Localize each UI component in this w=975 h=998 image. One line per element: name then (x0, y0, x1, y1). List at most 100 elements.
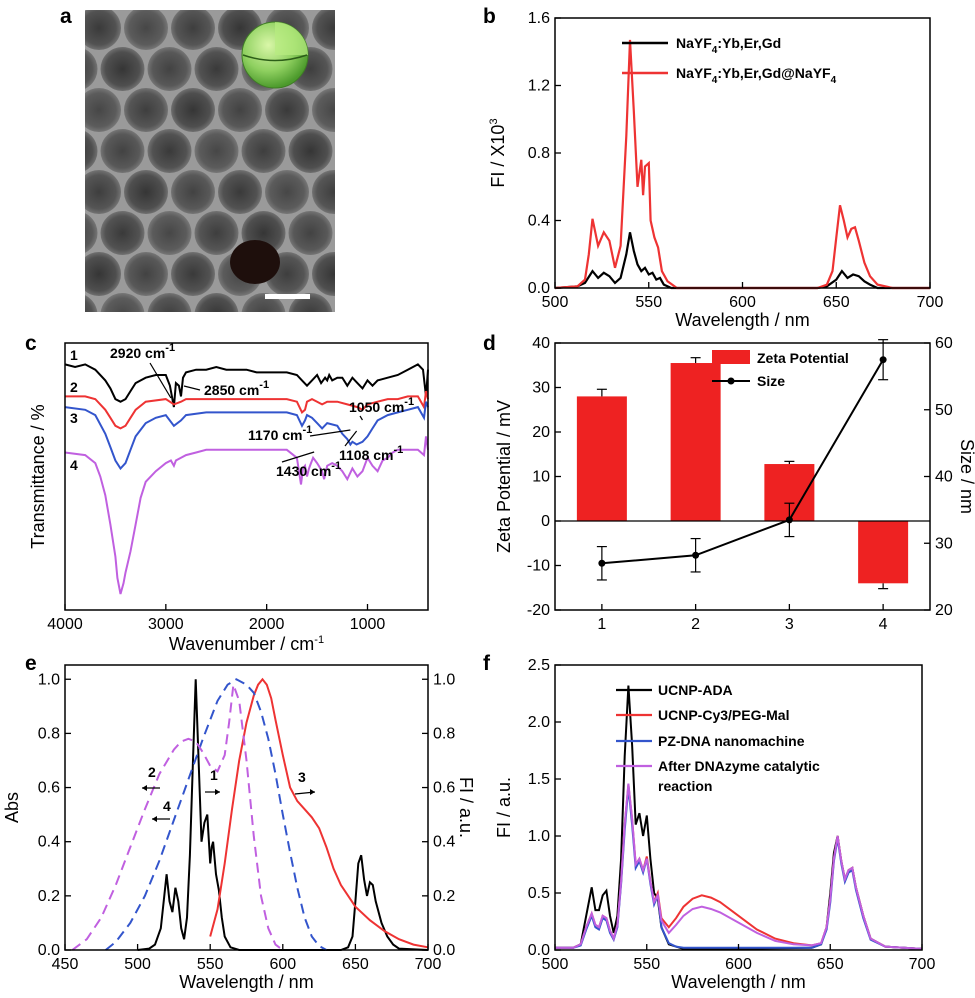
tem-particles (30, 0, 427, 337)
panel-label-a: a (60, 5, 72, 28)
d-ytick-label-1: -10 (527, 558, 550, 575)
e-xtick-label-3: 600 (269, 956, 296, 973)
tem-particle (171, 252, 215, 296)
d-size-point-0 (598, 559, 606, 567)
panel-label-e: e (25, 652, 37, 675)
tem-particle (312, 252, 335, 296)
f-ytick-label-5: 2.5 (528, 657, 550, 674)
d-ytick-label-3: 10 (532, 469, 550, 486)
b-legend-label-0: NaYF4:Yb,Er,Gd (676, 35, 781, 56)
c-curve-label-3: 4 (70, 457, 78, 473)
f-xtick-label-0: 500 (542, 956, 569, 973)
c-xtick-label-1: 3000 (148, 616, 184, 633)
tem-particle (288, 129, 333, 173)
f-series-line-0 (555, 685, 923, 950)
tem-particle (194, 47, 239, 91)
tem-particle (265, 170, 309, 214)
c-xlabel: Wavenumber / cm-1 (169, 634, 324, 654)
c-xtick-label-0: 4000 (47, 616, 83, 633)
tem-dark-particle (230, 240, 280, 284)
c-annotation-5-main: 1430 cm (276, 463, 331, 479)
c-curve-label-2: 3 (70, 410, 78, 426)
e-curve-arrowhead-2 (310, 789, 315, 795)
b-xlabel: Wavelength / nm (675, 310, 809, 330)
c-annotation-0-main: 2920 cm (110, 345, 165, 361)
tem-particle (85, 252, 121, 296)
c-series-line-3 (64, 436, 429, 595)
c-series-line-0 (64, 363, 429, 408)
b-ytick-label-0: 0.0 (528, 280, 550, 297)
tem-particle (30, 88, 74, 132)
tem-particle (100, 129, 145, 173)
tem-particle (312, 170, 335, 214)
e-plot-frame (64, 664, 429, 951)
tem-particle (359, 88, 403, 132)
tem-particle (171, 88, 215, 132)
c-annotation-3-main: 1170 cm (248, 427, 303, 443)
b-legend-label-1-part-2: :Yb,Er,Gd@NaYF (717, 65, 831, 81)
f-legend-label-3: After DNAzyme catalytic reaction (658, 758, 820, 794)
tem-particle (336, 129, 380, 173)
c-annotation-4: 1108 cm-1 (339, 444, 403, 463)
b-legend-label-0-part-0: NaYF (676, 35, 712, 51)
c-annotation-2-main: 1050 cm (349, 399, 404, 415)
c-annotation-4-main: 1108 cm (339, 447, 394, 463)
tem-particle (194, 211, 239, 255)
tem-particle (171, 10, 215, 50)
tem-particle (383, 293, 427, 337)
e-ytick-r-label-4: 0.8 (433, 725, 455, 742)
c-annotation-2: 1050 cm-1 (349, 396, 414, 415)
e-series-line-2 (105, 678, 327, 951)
d-xtick-label-3: 4 (879, 616, 888, 633)
tem-particle (147, 211, 192, 255)
tem-particle (100, 211, 145, 255)
tem-particle (359, 252, 403, 296)
d-ytick-r-label-0: 20 (935, 602, 953, 619)
tem-particle (242, 0, 286, 9)
tem-particle (124, 170, 168, 214)
d-ylabel-left: Zeta Potential / mV (494, 400, 514, 553)
d-ytick-r-label-1: 30 (935, 535, 953, 552)
c-annotation-0-sup: -1 (165, 342, 175, 354)
tem-particle (147, 293, 192, 312)
e-ylabel-right: FI / a.u. (456, 777, 476, 838)
f-legend-label-3-line-1: After DNAzyme catalytic (658, 758, 820, 774)
tem-particle (265, 88, 309, 132)
b-ytick-label-4: 1.6 (528, 10, 550, 27)
c-xlabel-main: Wavenumber / cm (169, 634, 314, 654)
c-annotation-arrow-5 (281, 451, 315, 463)
sphere-inset-icon (241, 21, 309, 89)
c-series-line-1 (65, 390, 429, 430)
e-ytick-label-5: 1.0 (38, 671, 60, 688)
e-ytick-label-4: 0.8 (38, 725, 60, 742)
tem-particle (195, 0, 239, 9)
f-ytick-label-1: 0.5 (528, 885, 550, 902)
d-size-point-2 (785, 516, 793, 524)
f-xtick-label-1: 550 (633, 956, 660, 973)
tem-particle (147, 129, 192, 173)
e-xtick-label-2: 550 (197, 956, 224, 973)
d-ytick-r-label-4: 60 (935, 335, 953, 352)
e-ytick-r-label-1: 0.2 (433, 888, 455, 905)
c-curve-label-1: 2 (70, 379, 78, 395)
panel-label-b: b (483, 5, 496, 28)
tem-particle (147, 47, 192, 91)
c-annotation-2-sup: -1 (404, 396, 414, 408)
c-xtick-label-3: 1000 (350, 616, 386, 633)
b-series-line-0 (554, 232, 930, 290)
d-bar-3 (858, 521, 909, 584)
c-annotation-5-sup: -1 (331, 460, 341, 472)
b-xtick-label-1: 550 (635, 294, 662, 311)
tem-particle (241, 293, 286, 312)
d-xtick-label-2: 3 (785, 616, 794, 633)
b-ylabel-sup: 3 (488, 118, 500, 124)
c-annotation-arrow-2 (359, 415, 363, 421)
c-annotation-4-sup: -1 (394, 444, 404, 456)
c-series-line-2 (64, 401, 429, 471)
d-xtick-label-1: 2 (691, 616, 700, 633)
tem-particle (312, 88, 335, 132)
e-ytick-label-1: 0.2 (38, 888, 60, 905)
panel-f-fluorescence-chart: 500 550 600 650 700 0.0 0.5 1.0 1.5 2.0 2.5 Wavelen… (494, 657, 935, 992)
b-ytick-label-3: 1.2 (528, 78, 550, 95)
